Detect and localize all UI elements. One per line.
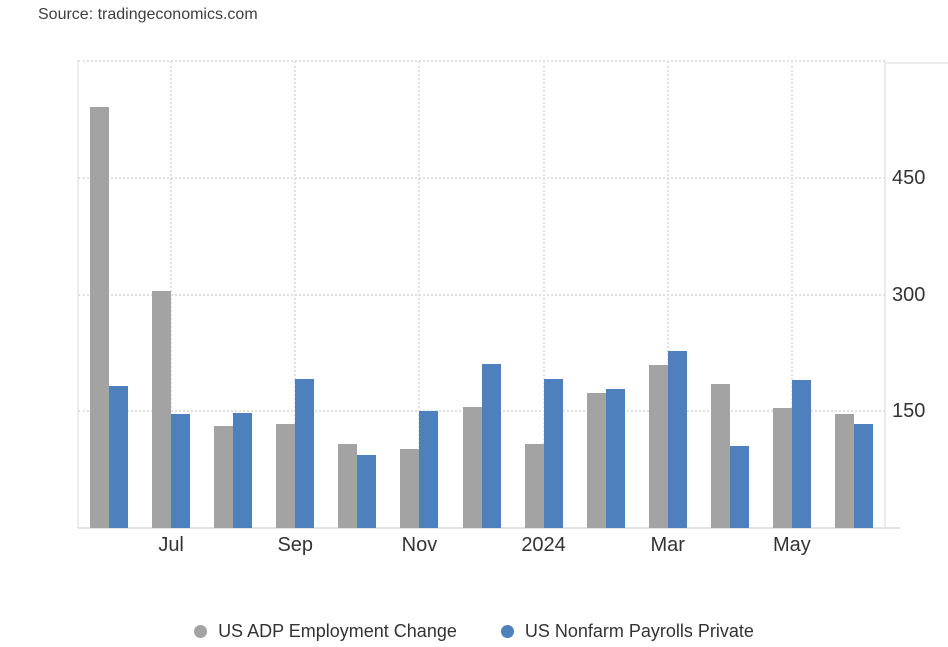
bar-nonfarm-group-12[interactable] xyxy=(791,380,811,528)
bar-adp-group-3[interactable] xyxy=(214,426,234,528)
plot-right-border xyxy=(884,61,886,528)
bar-adp-group-10[interactable] xyxy=(648,365,668,528)
x-gridline-May xyxy=(790,61,793,528)
legend: US ADP Employment Change US Nonfarm Payr… xyxy=(0,621,948,642)
x-gridline-2024 xyxy=(542,61,545,528)
x-gridline-Nov xyxy=(418,61,421,528)
bar-nonfarm-group-5[interactable] xyxy=(357,454,377,528)
bar-adp-group-8[interactable] xyxy=(524,443,544,528)
x-axis-label-Nov: Nov xyxy=(401,534,438,556)
y-gridline-450 xyxy=(78,176,885,179)
x-gridline-Mar xyxy=(666,61,669,528)
x-gridline-Sep xyxy=(294,61,297,528)
bar-nonfarm-group-7[interactable] xyxy=(481,363,501,528)
y-gridline-600 xyxy=(78,60,885,62)
legend-label-nonfarm: US Nonfarm Payrolls Private xyxy=(524,621,754,641)
x-axis-label-Sep: Sep xyxy=(277,534,314,556)
bar-adp-group-7[interactable] xyxy=(462,407,482,528)
bar-adp-group-4[interactable] xyxy=(276,423,296,528)
bar-nonfarm-group-6[interactable] xyxy=(419,411,439,528)
bar-adp-group-1[interactable] xyxy=(90,106,110,528)
x-gridline-Jul xyxy=(170,61,173,528)
x-axis-label-May: May xyxy=(772,534,811,556)
legend-label-adp: US ADP Employment Change xyxy=(218,621,457,641)
y-axis-label-450: 450 xyxy=(892,166,926,189)
bar-adp-group-2[interactable] xyxy=(152,291,172,528)
legend-item-nonfarm[interactable]: US Nonfarm Payrolls Private xyxy=(500,621,754,642)
axis-frame-segment xyxy=(884,62,948,64)
bar-nonfarm-group-10[interactable] xyxy=(667,350,687,528)
bar-nonfarm-group-2[interactable] xyxy=(171,413,191,528)
bar-nonfarm-group-1[interactable] xyxy=(109,385,129,528)
bar-adp-group-5[interactable] xyxy=(338,443,358,528)
bar-adp-group-11[interactable] xyxy=(710,384,730,528)
x-axis-line xyxy=(78,527,900,529)
nonfarm-series-marker-icon xyxy=(500,625,514,638)
adp-series-marker-icon xyxy=(194,625,208,638)
bar-nonfarm-group-3[interactable] xyxy=(233,412,253,528)
source-label: Source: tradingeconomics.com xyxy=(38,6,258,23)
bar-adp-group-6[interactable] xyxy=(400,448,420,528)
x-axis-label-Mar: Mar xyxy=(650,534,685,556)
legend-item-adp[interactable]: US ADP Employment Change xyxy=(194,621,457,642)
bar-adp-group-9[interactable] xyxy=(586,393,606,528)
bar-nonfarm-group-4[interactable] xyxy=(295,378,315,528)
bar-nonfarm-group-8[interactable] xyxy=(543,378,563,528)
bar-nonfarm-group-11[interactable] xyxy=(729,446,749,528)
bar-nonfarm-group-13[interactable] xyxy=(853,424,873,528)
y-axis-label-300: 300 xyxy=(892,283,926,306)
bar-adp-group-13[interactable] xyxy=(834,413,854,528)
bar-adp-group-12[interactable] xyxy=(772,408,792,528)
bar-nonfarm-group-9[interactable] xyxy=(605,389,625,528)
x-axis-label-Jul: Jul xyxy=(158,534,184,556)
y-axis-label-150: 150 xyxy=(892,400,926,423)
x-axis-label-2024: 2024 xyxy=(521,534,566,556)
y-gridline-300 xyxy=(78,293,885,296)
